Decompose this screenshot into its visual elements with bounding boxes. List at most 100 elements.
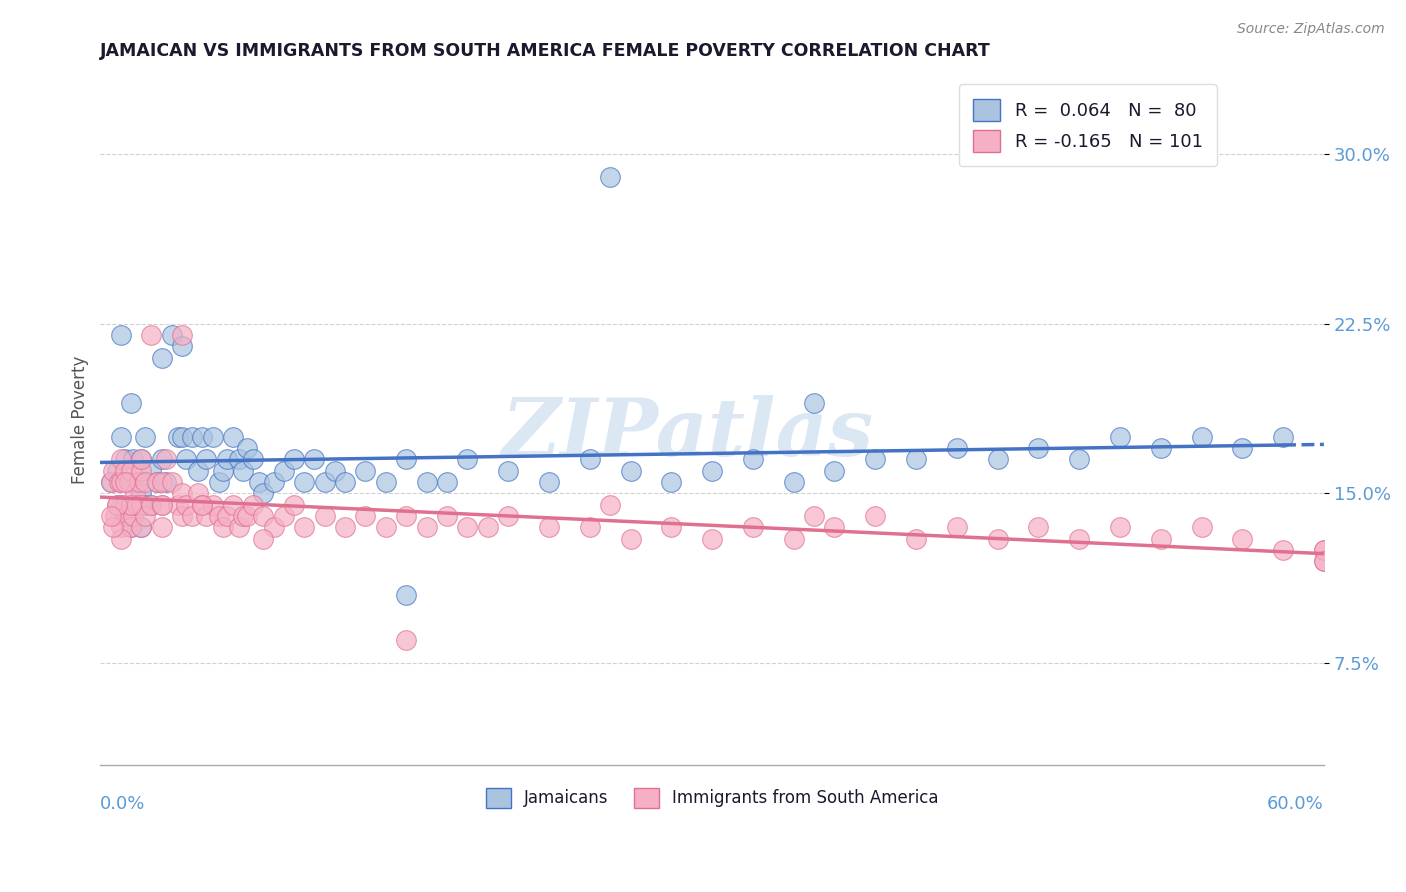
Point [333, 475, 356, 489]
Point [783, 475, 806, 489]
Point [619, 464, 641, 478]
Point [122, 508, 145, 523]
Point [304, 452, 326, 467]
Point [436, 475, 458, 489]
Point [659, 475, 682, 489]
Point [170, 339, 193, 353]
Legend: Jamaicans, Immigrants from South America: Jamaicans, Immigrants from South America [479, 781, 945, 814]
Point [395, 508, 418, 523]
Point [1272, 430, 1295, 444]
Point [1109, 520, 1132, 534]
Point [1313, 554, 1336, 568]
Point [252, 532, 274, 546]
Point [141, 328, 163, 343]
Point [125, 498, 148, 512]
Point [150, 498, 173, 512]
Point [129, 520, 152, 534]
Point [228, 452, 250, 467]
Point [236, 441, 259, 455]
Point [129, 498, 152, 512]
Point [110, 328, 132, 343]
Point [700, 464, 723, 478]
Point [128, 475, 150, 489]
Point [496, 464, 519, 478]
Point [146, 475, 169, 489]
Point [150, 475, 173, 489]
Point [314, 508, 336, 523]
Text: 0.0%: 0.0% [100, 795, 146, 814]
Point [160, 328, 183, 343]
Point [263, 520, 285, 534]
Point [222, 498, 245, 512]
Point [114, 498, 136, 512]
Point [207, 508, 229, 523]
Point [105, 498, 128, 512]
Point [105, 464, 128, 478]
Point [323, 464, 346, 478]
Point [110, 498, 132, 512]
Point [134, 498, 156, 512]
Point [150, 498, 173, 512]
Point [905, 452, 928, 467]
Point [120, 520, 142, 534]
Point [1150, 441, 1173, 455]
Point [578, 520, 600, 534]
Point [803, 508, 825, 523]
Point [107, 475, 129, 489]
Point [1028, 441, 1050, 455]
Point [141, 464, 163, 478]
Point [946, 441, 969, 455]
Point [101, 520, 124, 534]
Point [242, 498, 264, 512]
Point [110, 475, 132, 489]
Point [195, 452, 218, 467]
Point [146, 475, 169, 489]
Point [211, 520, 233, 534]
Point [104, 508, 127, 523]
Point [1109, 430, 1132, 444]
Point [415, 475, 437, 489]
Point [129, 464, 152, 478]
Point [174, 498, 197, 512]
Point [129, 520, 152, 534]
Point [599, 498, 621, 512]
Point [578, 452, 600, 467]
Point [181, 430, 204, 444]
Point [292, 520, 315, 534]
Point [395, 633, 418, 648]
Point [129, 452, 152, 467]
Point [700, 532, 723, 546]
Point [236, 508, 259, 523]
Point [160, 475, 183, 489]
Point [333, 520, 356, 534]
Point [1313, 554, 1336, 568]
Point [215, 452, 238, 467]
Point [232, 464, 254, 478]
Point [395, 452, 418, 467]
Point [174, 452, 197, 467]
Point [191, 498, 214, 512]
Point [283, 452, 305, 467]
Point [191, 430, 214, 444]
Point [134, 508, 156, 523]
Point [114, 464, 136, 478]
Point [232, 508, 254, 523]
Point [415, 520, 437, 534]
Point [252, 508, 274, 523]
Point [599, 169, 621, 184]
Point [122, 452, 145, 467]
Point [1272, 542, 1295, 557]
Point [141, 498, 163, 512]
Point [354, 464, 377, 478]
Point [120, 464, 142, 478]
Point [273, 508, 295, 523]
Point [987, 532, 1010, 546]
Point [292, 475, 315, 489]
Point [249, 475, 271, 489]
Point [865, 508, 887, 523]
Point [946, 520, 969, 534]
Point [456, 520, 478, 534]
Point [187, 464, 209, 478]
Point [191, 498, 214, 512]
Point [120, 498, 142, 512]
